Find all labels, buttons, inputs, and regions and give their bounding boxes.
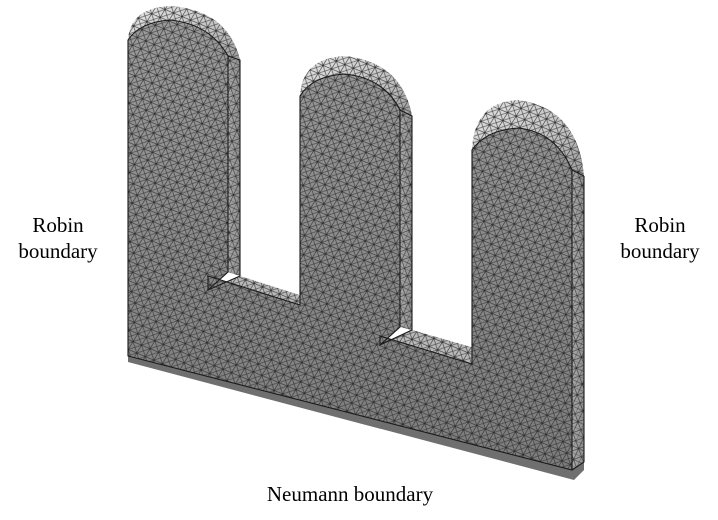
right-label-line2: boundary [620,239,700,263]
prong-caps [128,6,584,176]
edge-outlines [127,19,585,471]
right-label-line1: Robin [634,213,686,237]
base-bottom-face [128,356,584,480]
left-label-line1: Robin [32,213,84,237]
left-robin-boundary-label: Robin boundary [6,212,110,264]
neumann-boundary-label: Neumann boundary [266,482,434,506]
side-faces [228,55,584,470]
front-face [128,20,572,470]
left-label-line2: boundary [18,239,98,263]
right-robin-boundary-label: Robin boundary [606,212,714,264]
